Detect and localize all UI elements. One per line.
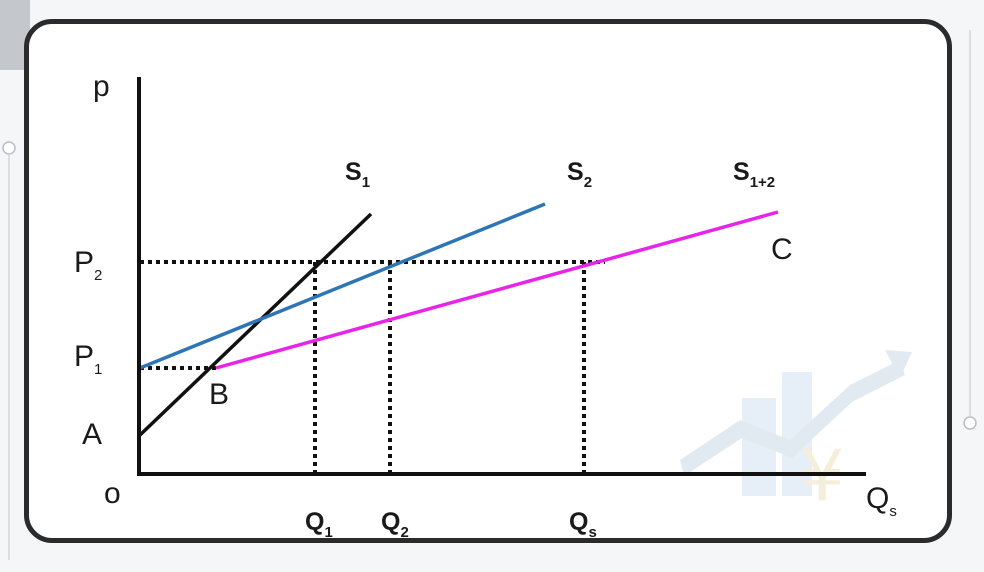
origin-label: o	[104, 477, 121, 510]
supply-curve-s1	[138, 212, 373, 437]
s2-curve-label: S2	[567, 158, 592, 191]
point-b-label: B	[209, 378, 229, 411]
supply-curve-s1-plus-2	[215, 210, 779, 370]
qs-label: Qs	[569, 508, 597, 541]
point-a-label: A	[82, 418, 102, 451]
p1-label: P1	[74, 340, 102, 378]
supply-curve-s2	[139, 202, 546, 370]
diagram-frame	[24, 19, 952, 543]
x-axis-label: Qs	[866, 482, 897, 520]
q2-label: Q2	[381, 508, 409, 541]
y-axis-label: p	[93, 70, 110, 103]
s1-curve-label: S1	[345, 158, 370, 191]
p2-label: P2	[74, 246, 102, 284]
s1-plus-2-curve-label: S1+2	[733, 158, 775, 191]
point-c-label: C	[771, 233, 793, 266]
q1-label: Q1	[305, 508, 333, 541]
